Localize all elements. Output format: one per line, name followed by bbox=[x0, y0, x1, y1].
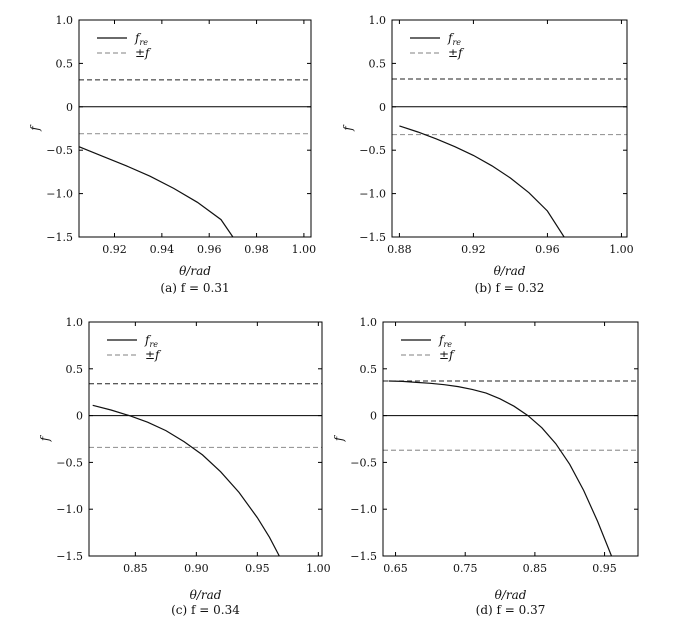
panel-caption: (a) f = 0.31 bbox=[160, 281, 229, 295]
legend-label-plus-minus-f: ±f bbox=[448, 46, 465, 60]
y-tick-label: 1.0 bbox=[66, 316, 84, 329]
plot-frame bbox=[78, 19, 312, 238]
y-tick-label: −1.0 bbox=[46, 188, 73, 201]
panel-caption: (c) f = 0.34 bbox=[171, 603, 240, 617]
panel-c: 1.0 0.5 0 −0.5 −1.0 −1.5 0.85 0.90 0.95 1.00 θ/rad… bbox=[38, 316, 331, 617]
series-f-re-line bbox=[388, 380, 613, 556]
x-axis-label: θ/rad bbox=[495, 588, 527, 602]
x-tick-label: 0.96 bbox=[535, 243, 560, 256]
panel-b: 1.0 0.5 0 −0.5 −1.0 −1.50.88 0.92 0.96 1.00 θ/rad… bbox=[341, 14, 634, 295]
x-tick-label: 0.85 bbox=[123, 562, 148, 575]
y-tick-label: −0.5 bbox=[56, 456, 83, 469]
y-tick-label: 0 bbox=[370, 410, 377, 423]
x-tick-label: 0.88 bbox=[387, 243, 412, 256]
legend-label-f-re: fre bbox=[144, 333, 158, 349]
y-tick-label: 0 bbox=[76, 410, 83, 423]
y-tick-label: 1.0 bbox=[360, 316, 378, 329]
y-axis-label: f bbox=[28, 124, 42, 132]
y-axis-label: f bbox=[332, 434, 346, 442]
x-axis-label: θ/rad bbox=[179, 264, 211, 278]
x-tick-label: 1.00 bbox=[609, 243, 634, 256]
x-tick-label: 0.90 bbox=[184, 562, 209, 575]
x-tick-label: 0.95 bbox=[592, 562, 617, 575]
x-tick-label: 0.95 bbox=[245, 562, 270, 575]
series-f-re-line bbox=[92, 404, 280, 556]
y-tick-label: 0 bbox=[66, 101, 73, 114]
x-tick-label: 0.85 bbox=[523, 562, 548, 575]
x-axis-label: θ/rad bbox=[190, 588, 222, 602]
series-f-re-line bbox=[399, 125, 565, 237]
panel-caption: (b) f = 0.32 bbox=[475, 281, 545, 295]
plot-frame bbox=[391, 19, 628, 238]
legend-label-plus-minus-f: ±f bbox=[145, 348, 162, 362]
x-tick-label: 0.92 bbox=[102, 243, 127, 256]
y-tick-label: 0.5 bbox=[56, 57, 74, 70]
y-tick-label: −1.5 bbox=[359, 231, 386, 244]
y-tick-label: −0.5 bbox=[350, 456, 377, 469]
panel-a: 1.0 0.5 0 −0.5 −1.0 −1.5 0.92 0.94 0.96 0.98 1.00 θ… bbox=[28, 14, 316, 295]
legend-label-f-re: fre bbox=[447, 31, 461, 47]
y-tick-label: 0.5 bbox=[369, 57, 387, 70]
plot-frame bbox=[382, 321, 639, 557]
x-tick-label: 0.98 bbox=[244, 243, 269, 256]
y-tick-label: 0 bbox=[379, 101, 386, 114]
x-tick-label: 0.75 bbox=[453, 562, 478, 575]
panel-d: 1.0 0.5 0 −0.5 −1.0 −1.5 0.65 0.75 0.85 0.95 θ/rad… bbox=[332, 316, 639, 617]
y-tick-label: −1.5 bbox=[46, 231, 73, 244]
y-tick-label: −1.5 bbox=[350, 550, 377, 563]
y-tick-label: 0.5 bbox=[360, 363, 378, 376]
x-axis-label: θ/rad bbox=[494, 264, 526, 278]
x-tick-label: 0.96 bbox=[197, 243, 222, 256]
legend-label-f-re: fre bbox=[438, 333, 452, 349]
plot-frame bbox=[88, 321, 323, 557]
x-tick-label: 0.94 bbox=[150, 243, 175, 256]
y-tick-label: −1.0 bbox=[56, 503, 83, 516]
y-tick-label: 1.0 bbox=[56, 14, 74, 27]
legend-label-plus-minus-f: ±f bbox=[135, 46, 152, 60]
x-tick-label: 1.00 bbox=[292, 243, 317, 256]
y-tick-label: −1.5 bbox=[56, 550, 83, 563]
panel-caption: (d) f = 0.37 bbox=[476, 603, 546, 617]
legend-label-plus-minus-f: ±f bbox=[439, 348, 456, 362]
x-tick-label: 0.92 bbox=[461, 243, 486, 256]
series-f-re-line bbox=[79, 146, 234, 237]
x-tick-label: 0.65 bbox=[383, 562, 408, 575]
y-tick-label: −0.5 bbox=[359, 144, 386, 157]
y-axis-label: f bbox=[341, 124, 355, 132]
y-tick-label: −1.0 bbox=[359, 188, 386, 201]
y-axis-label: f bbox=[38, 434, 52, 442]
y-tick-label: −0.5 bbox=[46, 144, 73, 157]
legend-label-f-re: fre bbox=[134, 31, 148, 47]
y-tick-label: 1.0 bbox=[369, 14, 387, 27]
y-tick-label: −1.0 bbox=[350, 503, 377, 516]
y-tick-label: 0.5 bbox=[66, 363, 84, 376]
x-tick-label: 1.00 bbox=[306, 562, 331, 575]
